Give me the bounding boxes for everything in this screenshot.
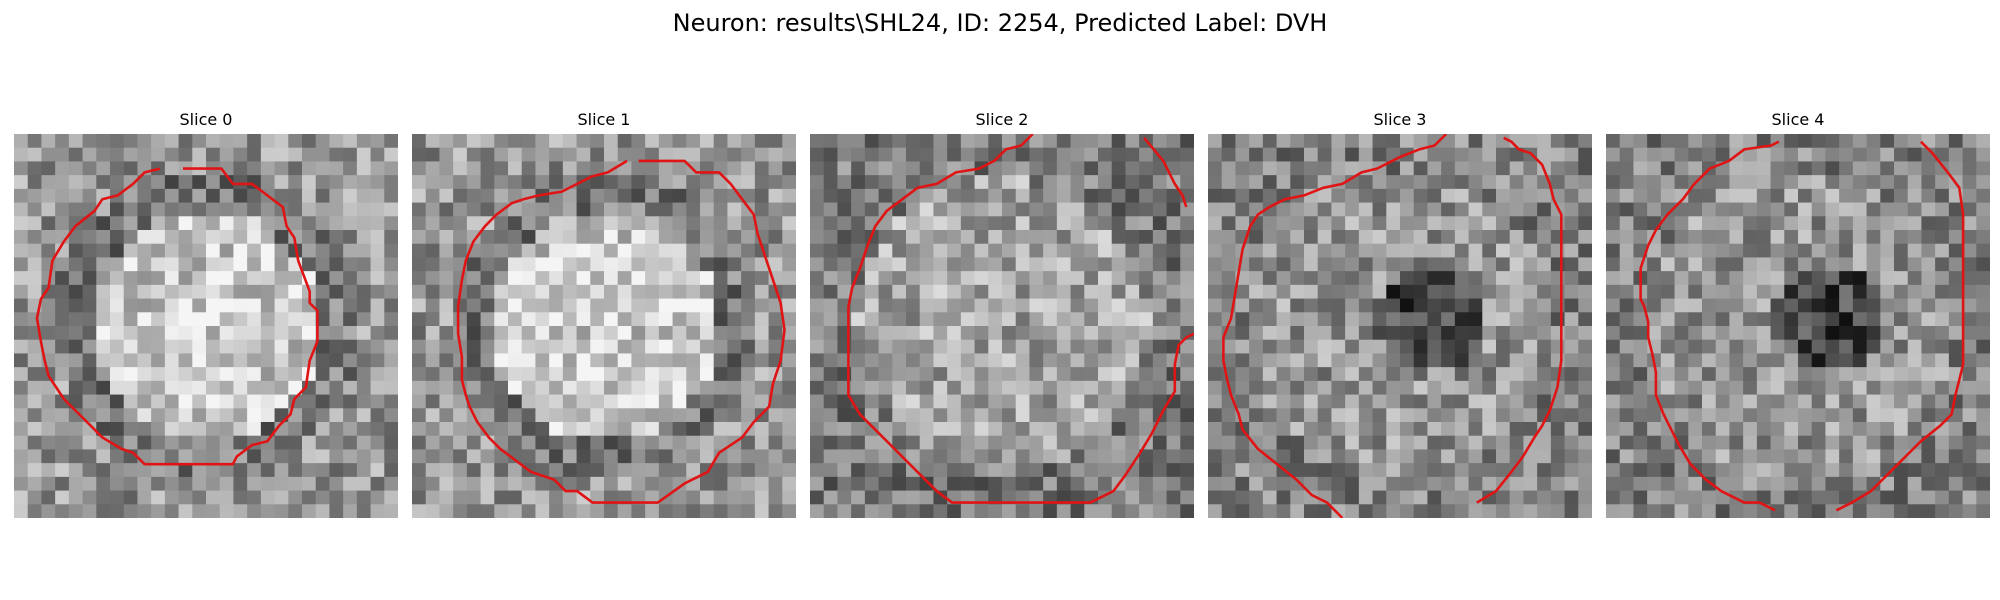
contour-line-secondary: [1222, 134, 1448, 518]
contour-line: [456, 159, 786, 504]
slice-image: [412, 134, 796, 518]
slice-title: Slice 4: [1771, 110, 1825, 129]
slice-pixels: [810, 134, 1194, 518]
slice-pixels: [14, 134, 398, 518]
slice-image: [1208, 134, 1592, 518]
slice-title: Slice 0: [179, 110, 233, 129]
slice-image: [1606, 134, 1990, 518]
slice-title: Slice 3: [1373, 110, 1427, 129]
slice-pixels: [1208, 134, 1592, 518]
slice-pixels: [412, 134, 796, 518]
contour-line-secondary: [1835, 140, 1965, 512]
slice-image: [14, 134, 398, 518]
slice-panel-2: Slice 2: [810, 108, 1194, 518]
slice-title: Slice 2: [975, 110, 1029, 129]
contour-line-secondary: [1143, 136, 1188, 208]
slice-panel-0: Slice 0: [14, 108, 398, 518]
contour-line: [847, 134, 1194, 504]
contour-line: [35, 167, 319, 466]
slice-panel-4: Slice 4: [1606, 108, 1990, 518]
slice-image: [810, 134, 1194, 518]
slice-panel-1: Slice 1: [412, 108, 796, 518]
figure-title: Neuron: results\SHL24, ID: 2254, Predict…: [672, 9, 1328, 37]
contour-line: [1476, 136, 1563, 504]
contour-line: [1639, 140, 1780, 512]
slice-panel-3: Slice 3: [1208, 108, 1592, 518]
slice-pixels: [1606, 134, 1990, 518]
slice-title: Slice 1: [577, 110, 631, 129]
